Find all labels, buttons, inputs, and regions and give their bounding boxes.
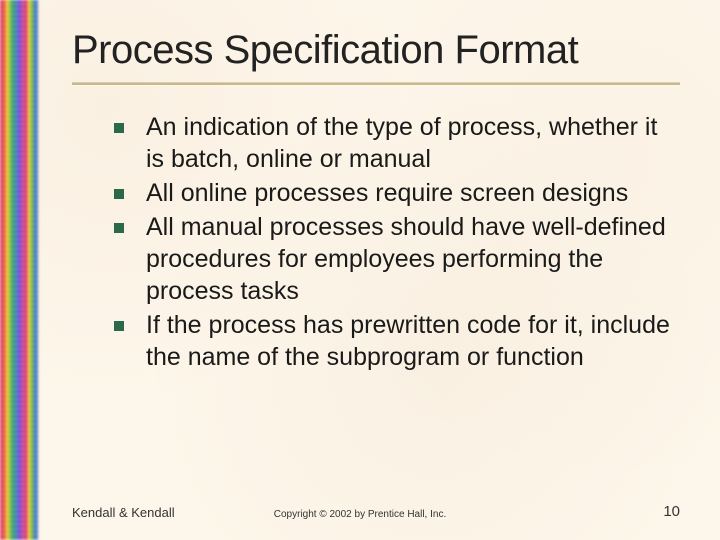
bullet-icon [114, 321, 124, 331]
list-item: All online processes require screen desi… [114, 177, 680, 209]
slide-title: Process Specification Format [72, 28, 680, 73]
bullet-text: An indication of the type of process, wh… [146, 111, 680, 175]
list-item: If the process has prewritten code for i… [114, 309, 680, 373]
bullet-text: If the process has prewritten code for i… [146, 309, 680, 373]
list-item: An indication of the type of process, wh… [114, 111, 680, 175]
footer: Kendall & Kendall Copyright © 2002 by Pr… [72, 495, 680, 520]
bullet-icon [114, 123, 124, 133]
bullet-text: All online processes require screen desi… [146, 177, 628, 209]
list-item: All manual processes should have well-de… [114, 211, 680, 307]
bullet-list: An indication of the type of process, wh… [72, 111, 680, 495]
horizontal-rule [72, 83, 680, 85]
footer-author: Kendall & Kendall [72, 505, 175, 520]
bullet-text: All manual processes should have well-de… [146, 211, 680, 307]
bullet-icon [114, 189, 124, 199]
slide-container: Process Specification Format An indicati… [0, 0, 720, 540]
footer-copyright: Copyright © 2002 by Prentice Hall, Inc. [274, 509, 446, 520]
page-number: 10 [663, 503, 680, 520]
bullet-icon [114, 223, 124, 233]
